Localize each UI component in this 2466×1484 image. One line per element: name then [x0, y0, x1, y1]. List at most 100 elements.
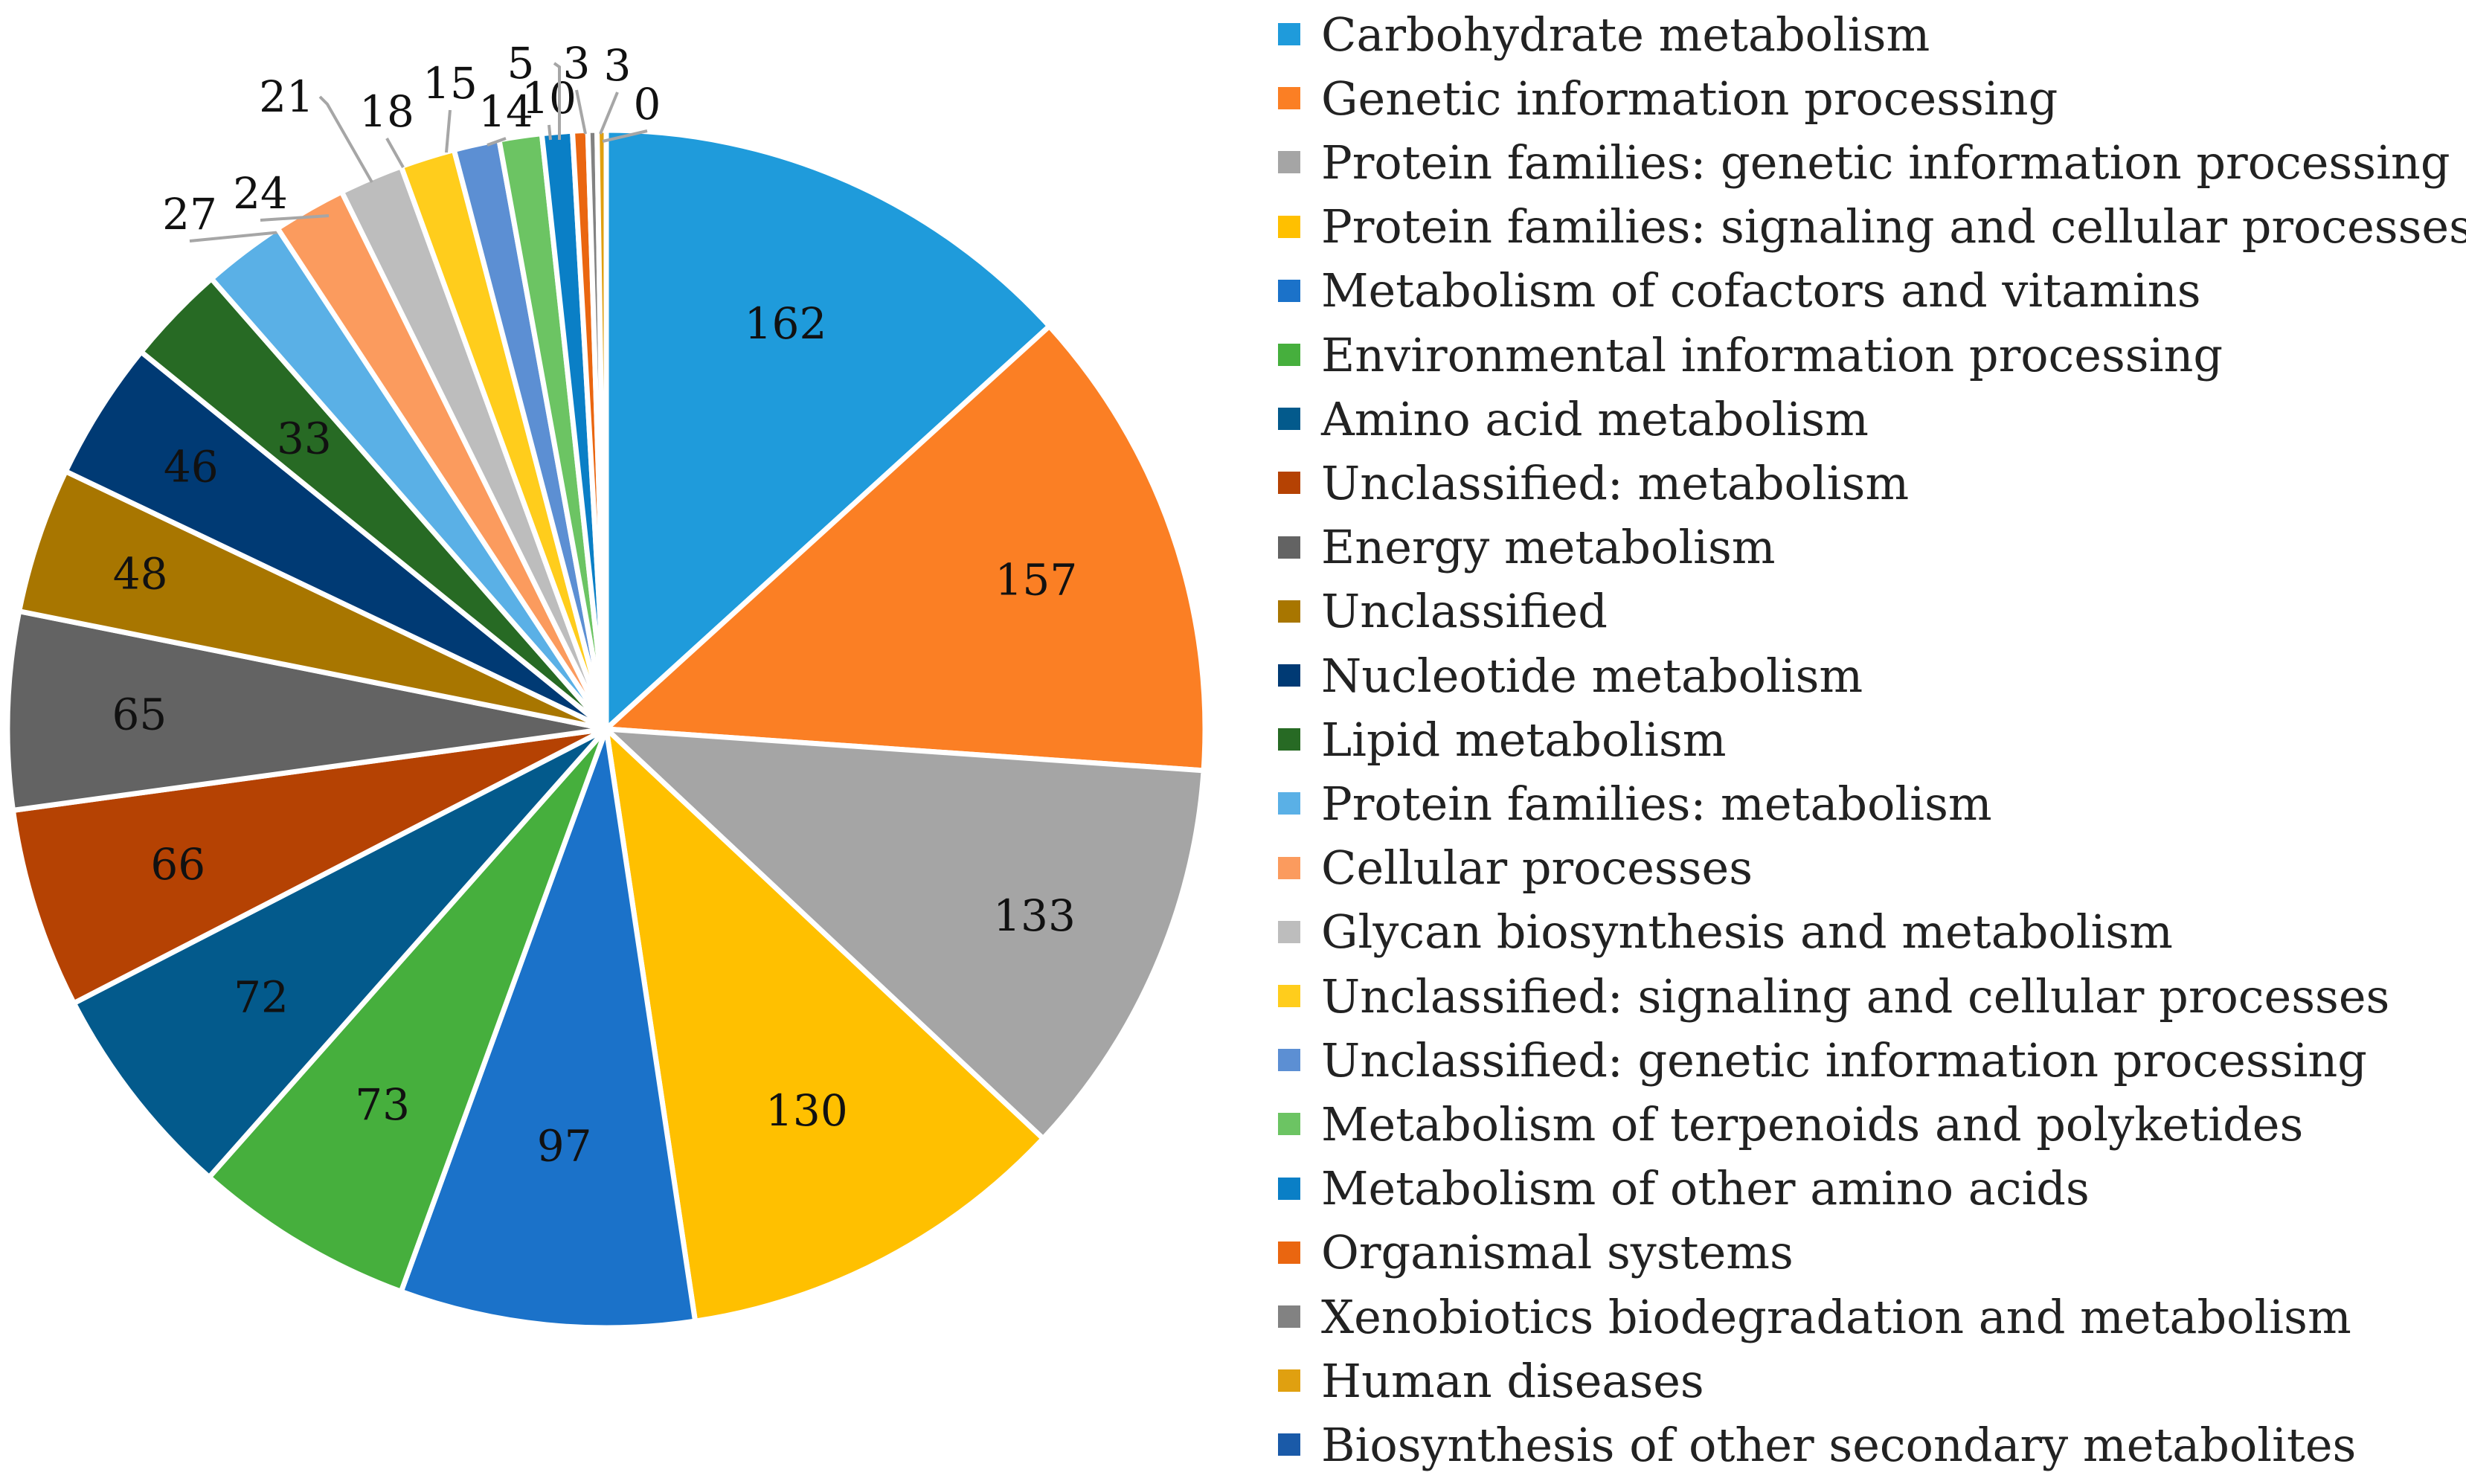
legend-item-environmental-information-processing: Environmental information processing: [1278, 323, 2223, 387]
legend-label: Protein families: genetic information pr…: [1321, 135, 2450, 190]
legend-label: Unclassified: genetic information proces…: [1321, 1032, 2367, 1088]
legend-swatch: [1278, 728, 1300, 751]
pie-slice-metabolism-of-cofactors-and-vitamins: [398, 726, 699, 1331]
legend-label: Genetic information processing: [1321, 71, 2058, 126]
legend-item-unclassified: Unclassified: [1278, 579, 1608, 643]
legend-item-cellular-processes: Cellular processes: [1278, 836, 1753, 900]
pie-slice-environmental-information-processing: [206, 726, 609, 1294]
data-label-lipid-metabolism: 33: [277, 413, 332, 463]
legend-label: Metabolism of cofactors and vitamins: [1321, 263, 2201, 318]
data-label-protein-families-signaling-and-cellular-processes: 130: [765, 1085, 848, 1136]
data-label-nucleotide-metabolism: 46: [164, 442, 219, 492]
legend-swatch: [1278, 856, 1300, 879]
legend: Carbohydrate metabolism Genetic informati…: [1278, 0, 2466, 1484]
leader-line-protein-families-metabolism: [189, 231, 282, 242]
legend-item-unclassified-metabolism: Unclassified: metabolism: [1278, 451, 1909, 515]
legend-swatch: [1278, 23, 1300, 45]
legend-label: Unclassified: signaling and cellular pro…: [1321, 969, 2390, 1024]
legend-swatch: [1278, 279, 1300, 302]
legend-swatch: [1278, 1241, 1300, 1264]
data-label-metabolism-of-other-amino-acids: 10: [521, 73, 577, 123]
data-label-genetic-information-processing: 157: [995, 554, 1078, 605]
legend-item-xenobiotics-biodegradation-and-metabolism: Xenobiotics biodegradation and metabolis…: [1278, 1285, 2351, 1349]
legend-label: Protein families: metabolism: [1321, 776, 1992, 831]
leader-line-metabolism-of-other-amino-acids: [548, 124, 552, 141]
data-label-environmental-information-processing: 73: [355, 1079, 410, 1130]
pie-slice-protein-families-signaling-and-cellular-processes: [603, 726, 1046, 1324]
legend-label: Metabolism of other amino acids: [1321, 1161, 2090, 1216]
legend-label: Biosynthesis of other secondary metaboli…: [1321, 1417, 2357, 1472]
legend-swatch: [1278, 536, 1300, 559]
legend-swatch: [1278, 1433, 1300, 1456]
legend-swatch: [1278, 151, 1300, 174]
legend-swatch: [1278, 664, 1300, 687]
legend-swatch: [1278, 1369, 1300, 1393]
leader-line-glycan-biosynthesis-and-metabolism: [318, 95, 373, 183]
legend-item-unclassified-signaling-and-cellular-processes: Unclassified: signaling and cellular pro…: [1278, 964, 2389, 1028]
data-label-energy-metabolism: 65: [112, 690, 167, 740]
legend-label: Energy metabolism: [1321, 520, 1776, 575]
legend-item-metabolism-of-terpenoids-and-polyketides: Metabolism of terpenoids and polyketides: [1278, 1092, 2303, 1156]
legend-item-protein-families-signaling-and-cellular-processes: Protein families: signaling and cellular…: [1278, 195, 2466, 259]
pie-slice-amino-acid-metabolism: [71, 726, 609, 1181]
legend-label: Organismal systems: [1321, 1225, 1794, 1280]
legend-swatch: [1278, 344, 1300, 366]
legend-label: Metabolism of terpenoids and polyketides: [1321, 1096, 2304, 1151]
data-label-metabolism-of-terpenoids-and-polyketides: 14: [478, 86, 533, 137]
legend-item-carbohydrate-metabolism: Carbohydrate metabolism: [1278, 2, 1930, 66]
legend-item-unclassified-genetic-information-processing: Unclassified: genetic information proces…: [1278, 1028, 2367, 1092]
legend-swatch: [1278, 408, 1300, 431]
data-label-metabolism-of-cofactors-and-vitamins: 97: [537, 1121, 592, 1172]
legend-swatch: [1278, 920, 1300, 943]
data-label-cellular-processes: 24: [233, 168, 288, 219]
data-label-unclassified: 48: [113, 549, 168, 600]
legend-item-organismal-systems: Organismal systems: [1278, 1221, 1794, 1285]
leader-line-xenobiotics-biodegradation-and-metabolism: [575, 89, 587, 135]
legend-item-amino-acid-metabolism: Amino acid metabolism: [1278, 387, 1869, 451]
legend-label: Environmental information processing: [1321, 327, 2223, 382]
pie-slice-genetic-information-processing: [603, 323, 1208, 774]
legend-item-protein-families-metabolism: Protein families: metabolism: [1278, 771, 1992, 835]
legend-swatch: [1278, 1305, 1300, 1328]
data-label-protein-families-metabolism: 27: [162, 189, 217, 240]
pie-slice-nucleotide-metabolism: [62, 349, 609, 732]
legend-item-metabolism-of-cofactors-and-vitamins: Metabolism of cofactors and vitamins: [1278, 259, 2201, 323]
legend-swatch: [1278, 985, 1300, 1007]
legend-item-genetic-information-processing: Genetic information processing: [1278, 66, 2058, 130]
data-label-carbohydrate-metabolism: 162: [745, 298, 827, 349]
data-label-xenobiotics-biodegradation-and-metabolism: 3: [563, 38, 591, 89]
pie-slice-unclassified: [16, 469, 609, 732]
legend-swatch: [1278, 1113, 1300, 1136]
legend-label: Protein families: signaling and cellular…: [1321, 199, 2466, 254]
legend-swatch: [1278, 1177, 1300, 1200]
legend-label: Unclassified: [1321, 584, 1608, 639]
data-label-amino-acid-metabolism: 72: [234, 972, 289, 1023]
legend-label: Human diseases: [1321, 1353, 1704, 1408]
leader-line-cellular-processes: [260, 214, 330, 222]
legend-label: Nucleotide metabolism: [1321, 648, 1863, 703]
legend-item-metabolism-of-other-amino-acids: Metabolism of other amino acids: [1278, 1157, 2090, 1221]
leader-line-biosynthesis-of-other-secondary-metabolites: [602, 129, 648, 143]
legend-item-glycan-biosynthesis-and-metabolism: Glycan biosynthesis and metabolism: [1278, 900, 2173, 964]
legend-item-human-diseases: Human diseases: [1278, 1349, 1704, 1413]
legend-item-nucleotide-metabolism: Nucleotide metabolism: [1278, 643, 1863, 707]
legend-item-lipid-metabolism: Lipid metabolism: [1278, 707, 1727, 771]
legend-label: Amino acid metabolism: [1321, 391, 1869, 446]
legend-swatch: [1278, 87, 1300, 110]
legend-label: Unclassified: metabolism: [1321, 455, 1910, 510]
data-label-organismal-systems: 5: [507, 38, 535, 89]
data-label-human-diseases: 3: [604, 40, 632, 91]
legend-swatch: [1278, 472, 1300, 495]
data-label-glycan-biosynthesis-and-metabolism: 21: [259, 71, 314, 122]
legend-swatch: [1278, 1049, 1300, 1072]
pie-slice-protein-families-genetic-information-processing: [603, 726, 1207, 1142]
legend-label: Carbohydrate metabolism: [1321, 7, 1930, 62]
legend-swatch: [1278, 600, 1300, 623]
legend-label: Glycan biosynthesis and metabolism: [1321, 905, 2173, 960]
legend-swatch: [1278, 215, 1300, 238]
data-label-unclassified-genetic-information-processing: 15: [423, 58, 478, 109]
data-label-unclassified-metabolism: 66: [150, 839, 205, 890]
pie-slice-carbohydrate-metabolism: [603, 127, 1053, 732]
pie-slice-energy-metabolism: [4, 608, 609, 813]
pie-slice-unclassified-metabolism: [10, 726, 609, 1006]
